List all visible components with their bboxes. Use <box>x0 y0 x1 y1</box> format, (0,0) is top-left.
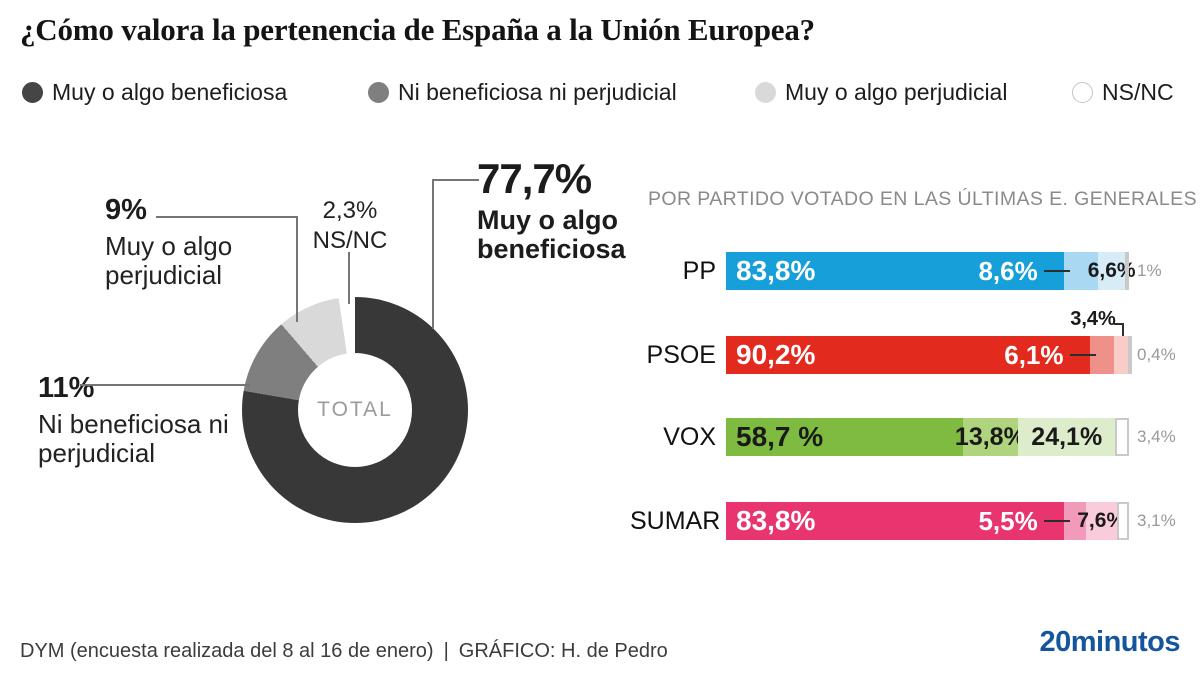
bar-segment <box>1115 418 1129 456</box>
bar-segment <box>726 336 1090 374</box>
bar-segment <box>1085 502 1117 540</box>
connector-line <box>80 384 250 386</box>
bar-value-label: 58,7 % <box>736 421 824 452</box>
bar-value-label: 3,4% <box>1070 308 1116 330</box>
legend-label: Muy o algo perjudicial <box>785 78 1008 105</box>
callout-label: NS/NC <box>312 227 388 254</box>
bar-segment <box>726 502 1064 540</box>
connector-line <box>156 216 298 218</box>
bar-value-label: 6,1% <box>1004 340 1064 370</box>
bar-segment <box>1098 252 1125 290</box>
legend-swatch <box>1072 81 1093 103</box>
donut-hole: TOTAL <box>298 353 412 467</box>
label-elbow <box>1113 323 1124 336</box>
connector-line <box>348 252 350 304</box>
bar-value-label: 1% <box>1137 261 1162 280</box>
bar-value-label: 3,1% <box>1137 511 1176 530</box>
source-credit: DYM (encuesta realizada del 8 al 16 de e… <box>20 640 668 663</box>
callout-value: 11% <box>38 372 95 404</box>
callout-ni-ni: 11% Ni beneficiosa ni perjudicial <box>38 374 248 469</box>
bar-row-psoe: PSOE 90,2% 6,1% 3,4% 0,4% <box>630 308 1200 374</box>
callout-label: Ni beneficiosa ni perjudicial <box>38 409 229 469</box>
legend-label: Muy o algo beneficiosa <box>52 78 288 105</box>
legend-label: Ni beneficiosa ni perjudicial <box>398 78 677 105</box>
connector-line <box>432 179 434 329</box>
bar-track: 90,2% 6,1% 3,4% 0,4% <box>726 308 1176 374</box>
legend-item-perjudicial: Muy o algo perjudicial <box>755 78 1008 105</box>
label-dash <box>1043 270 1070 272</box>
bar-row-vox: VOX 58,7 % 13,8% 24,1% 3,4% <box>630 418 1200 456</box>
legend-item-nsnc: NS/NC <box>1072 78 1174 105</box>
donut-chart: TOTAL <box>242 297 468 523</box>
bar-value-label: 90,2% <box>736 339 816 370</box>
bar-value-label: 83,8% <box>736 505 816 536</box>
bar-segment <box>726 252 1064 290</box>
bar-value-label: 5,5% <box>978 506 1038 536</box>
callout-beneficiosa: 77,7% Muy o algo beneficiosa <box>477 158 647 264</box>
bar-segment <box>962 418 1019 456</box>
callout-perjudicial: 9% Muy o algo perjudicial <box>105 196 260 291</box>
bar-value-label: 7,6% <box>1077 509 1126 532</box>
legend-label: NS/NC <box>1102 78 1174 105</box>
callout-value: 77,7% <box>477 155 592 202</box>
bar-track: 83,8% 8,6% 6,6% 1% <box>726 252 1162 290</box>
bar-value-label: 8,6% <box>978 256 1038 286</box>
callout-nsnc: 2,3% NS/NC <box>290 196 410 256</box>
page-title: ¿Cómo valora la pertenencia de España a … <box>20 12 815 47</box>
separator: | <box>443 640 449 662</box>
party-bars: PP 83,8% 8,6% 6,6% 1% PSOE 90,2% 6,1% 3,4% 0,4… <box>630 252 1200 552</box>
bar-value-label: 0,4% <box>1137 345 1176 364</box>
bar-row-pp: PP 83,8% 8,6% 6,6% 1% <box>630 252 1200 290</box>
bars-section-title: POR PARTIDO VOTADO EN LAS ÚLTIMAS E. GEN… <box>648 188 1197 210</box>
label-dash <box>1043 520 1070 522</box>
bar-value-label: 3,4% <box>1137 427 1176 446</box>
source-text: DYM (encuesta realizada del 8 al 16 de e… <box>20 640 434 662</box>
party-label: PP <box>682 257 716 285</box>
bar-track: 58,7 % 13,8% 24,1% 3,4% <box>726 418 1176 456</box>
label-dash <box>1069 354 1096 356</box>
party-label: PSOE <box>646 341 716 369</box>
bar-value-label: 13,8% <box>954 423 1026 451</box>
callout-label: Muy o algo perjudicial <box>105 231 233 291</box>
20minutos-logo: 20minutos <box>1039 626 1180 658</box>
bar-segment <box>1124 252 1129 290</box>
bar-value-label: 83,8% <box>736 255 816 286</box>
party-label: VOX <box>663 423 716 451</box>
legend-item-beneficiosa: Muy o algo beneficiosa <box>22 78 288 105</box>
bar-segment <box>1127 336 1132 374</box>
legend-swatch <box>368 81 389 103</box>
bar-track: 83,8% 5,5% 7,6% 3,1% <box>726 502 1176 540</box>
legend-item-ni-ni: Ni beneficiosa ni perjudicial <box>368 78 677 105</box>
bar-value-label: 6,6% <box>1087 259 1136 282</box>
bar-segment <box>1116 502 1129 540</box>
legend-swatch <box>22 81 43 103</box>
callout-value: 2,3% <box>322 197 378 224</box>
bar-segment <box>1114 336 1128 374</box>
bar-row-sumar: SUMAR 83,8% 5,5% 7,6% 3,1% <box>630 502 1200 540</box>
bar-value-label: 24,1% <box>1031 423 1103 451</box>
connector-line <box>432 179 479 181</box>
bar-segment <box>1063 502 1086 540</box>
bar-segment <box>1018 418 1116 456</box>
legend-swatch <box>755 81 776 103</box>
connector-line <box>296 216 298 322</box>
donut-center-label: TOTAL <box>317 398 393 421</box>
callout-value: 9% <box>105 194 147 226</box>
bar-segment <box>726 418 963 456</box>
callout-label: Muy o algo beneficiosa <box>477 205 626 265</box>
credit-text: GRÁFICO: H. de Pedro <box>458 640 668 662</box>
party-label: SUMAR <box>630 507 721 535</box>
